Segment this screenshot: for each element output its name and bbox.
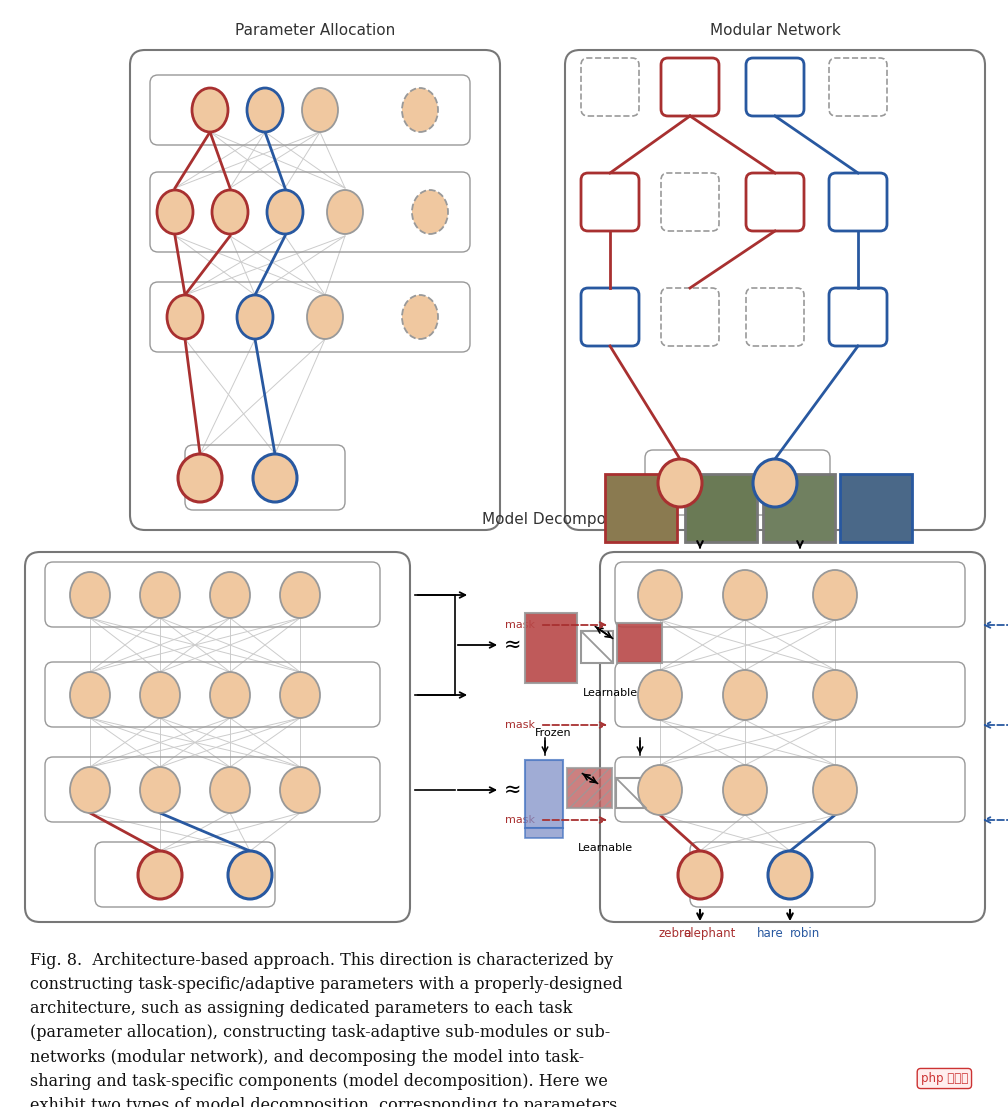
Ellipse shape	[178, 454, 222, 501]
Text: mask: mask	[505, 720, 535, 730]
Ellipse shape	[723, 670, 767, 720]
Ellipse shape	[302, 87, 338, 132]
Text: hare: hare	[757, 927, 783, 940]
Ellipse shape	[280, 767, 320, 813]
Text: zebra: zebra	[658, 927, 691, 940]
Ellipse shape	[813, 765, 857, 815]
Text: Modular Network: Modular Network	[710, 23, 841, 38]
Text: php 中文网: php 中文网	[920, 1072, 968, 1085]
Ellipse shape	[280, 572, 320, 618]
Text: mask: mask	[505, 815, 535, 825]
Ellipse shape	[228, 851, 272, 899]
Ellipse shape	[638, 570, 682, 620]
Text: Learnable: Learnable	[578, 844, 633, 853]
Ellipse shape	[253, 454, 297, 501]
Text: elephant: elephant	[683, 927, 736, 940]
Ellipse shape	[157, 190, 193, 234]
Bar	[763, 474, 835, 542]
Ellipse shape	[267, 190, 303, 234]
Ellipse shape	[753, 459, 797, 507]
Bar	[525, 828, 563, 838]
Ellipse shape	[280, 672, 320, 718]
Ellipse shape	[813, 670, 857, 720]
Ellipse shape	[192, 87, 228, 132]
Ellipse shape	[140, 767, 180, 813]
Bar	[605, 474, 677, 542]
Bar	[685, 474, 757, 542]
Text: Parameter Allocation: Parameter Allocation	[235, 23, 395, 38]
Ellipse shape	[212, 190, 248, 234]
Text: Model Decomposition: Model Decomposition	[482, 513, 648, 527]
Ellipse shape	[678, 851, 722, 899]
Text: Fig. 8.  Architecture-based approach. This direction is characterized by
constru: Fig. 8. Architecture-based approach. Thi…	[30, 952, 623, 1107]
Ellipse shape	[402, 294, 438, 339]
Bar	[525, 613, 577, 683]
Bar	[617, 623, 662, 663]
Ellipse shape	[210, 572, 250, 618]
Ellipse shape	[237, 294, 273, 339]
Text: robin: robin	[790, 927, 821, 940]
Ellipse shape	[638, 670, 682, 720]
Ellipse shape	[210, 672, 250, 718]
Ellipse shape	[723, 570, 767, 620]
Text: mask: mask	[505, 620, 535, 630]
Ellipse shape	[167, 294, 203, 339]
Ellipse shape	[70, 672, 110, 718]
Bar	[616, 778, 646, 808]
Ellipse shape	[138, 851, 182, 899]
Bar	[566, 768, 612, 808]
Text: Frozen: Frozen	[535, 728, 572, 738]
Text: Learnable: Learnable	[583, 687, 638, 699]
Ellipse shape	[402, 87, 438, 132]
Text: ≈: ≈	[504, 780, 522, 800]
Bar	[525, 761, 563, 828]
Bar	[581, 631, 613, 663]
Ellipse shape	[638, 765, 682, 815]
Ellipse shape	[658, 459, 702, 507]
Ellipse shape	[140, 672, 180, 718]
Ellipse shape	[768, 851, 812, 899]
Ellipse shape	[813, 570, 857, 620]
Ellipse shape	[140, 572, 180, 618]
Ellipse shape	[247, 87, 283, 132]
Ellipse shape	[307, 294, 343, 339]
Ellipse shape	[327, 190, 363, 234]
Ellipse shape	[70, 572, 110, 618]
Ellipse shape	[70, 767, 110, 813]
Ellipse shape	[723, 765, 767, 815]
Ellipse shape	[210, 767, 250, 813]
Text: ≈: ≈	[504, 635, 522, 655]
Ellipse shape	[412, 190, 448, 234]
Bar	[840, 474, 912, 542]
